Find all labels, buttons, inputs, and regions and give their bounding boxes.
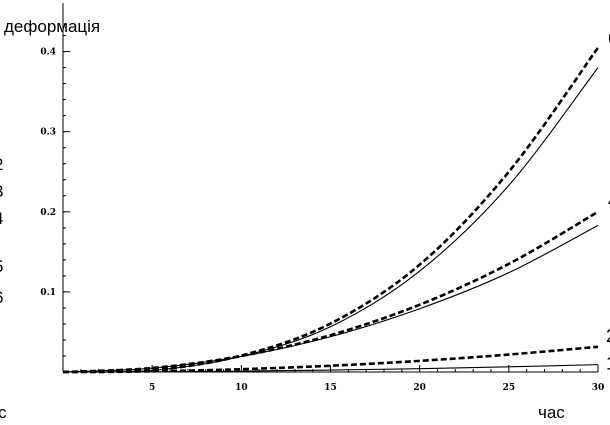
ticks: 0.1 0.2 0.3 0.4 5 10 15 20 25 30 bbox=[40, 35, 605, 393]
edge-digit: 4 bbox=[0, 209, 3, 228]
curve-label-1: 1 bbox=[606, 354, 610, 374]
x-tick-label: 25 bbox=[503, 383, 516, 393]
curve-label-2: 2 bbox=[606, 326, 610, 346]
x-axis-title: час bbox=[538, 403, 565, 422]
curve-2 bbox=[62, 345, 599, 374]
edge-digit: 3 bbox=[0, 182, 3, 201]
curve-1 bbox=[62, 364, 599, 373]
curve-5 bbox=[62, 67, 599, 373]
y-tick-label: 0.3 bbox=[40, 128, 56, 138]
left-edge-fragments: 2 3 4 5 6 с bbox=[0, 155, 7, 422]
curve-6 bbox=[62, 46, 600, 374]
x-tick-label: 15 bbox=[324, 383, 337, 393]
y-tick-label: 0.2 bbox=[40, 208, 56, 218]
curve-label-4: 4 bbox=[608, 191, 610, 211]
curve-4 bbox=[62, 210, 599, 374]
x-tick-label: 30 bbox=[592, 383, 605, 393]
y-tick-label: 0.1 bbox=[40, 288, 56, 298]
edge-digit: 5 bbox=[0, 257, 3, 276]
x-tick-label: 20 bbox=[413, 383, 426, 393]
curves bbox=[62, 46, 600, 374]
y-tick-label: 0.4 bbox=[40, 48, 56, 58]
edge-text-bottom: с bbox=[0, 403, 7, 422]
x-tick-label: 5 bbox=[149, 383, 155, 393]
axes bbox=[62, 3, 598, 373]
edge-digit: 2 bbox=[0, 155, 3, 174]
labels: 123456 bbox=[606, 29, 610, 374]
curve-label-6: 6 bbox=[608, 29, 610, 49]
curve-3 bbox=[62, 224, 599, 373]
x-tick-label: 10 bbox=[235, 383, 248, 393]
edge-digit: 6 bbox=[0, 288, 3, 307]
y-axis-title: деформація bbox=[4, 17, 100, 36]
